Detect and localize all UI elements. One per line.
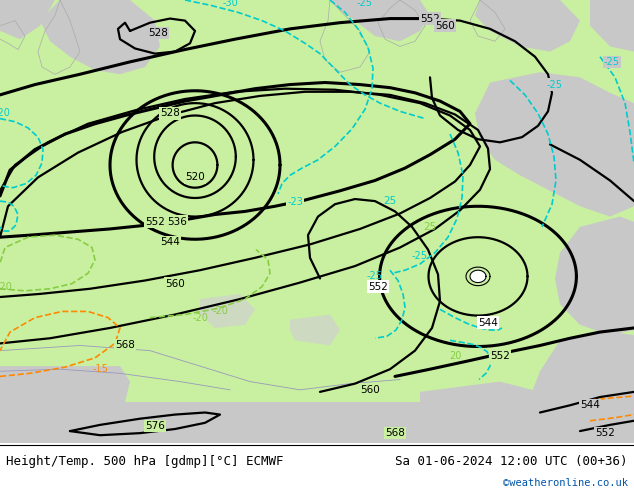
Polygon shape [590, 0, 634, 51]
Text: 568: 568 [115, 341, 135, 350]
Polygon shape [475, 72, 634, 217]
Polygon shape [40, 0, 160, 74]
Text: -20: -20 [0, 108, 10, 119]
Text: ©weatheronline.co.uk: ©weatheronline.co.uk [503, 478, 628, 488]
Text: 25: 25 [424, 222, 437, 232]
Text: 528: 528 [160, 108, 180, 119]
Polygon shape [0, 366, 130, 407]
Text: 20: 20 [449, 351, 461, 361]
Text: -25: -25 [367, 271, 383, 281]
Text: 552: 552 [490, 351, 510, 361]
Polygon shape [0, 0, 55, 39]
Text: -15: -15 [92, 364, 108, 374]
Text: -30: -30 [222, 0, 238, 8]
Text: 536: 536 [167, 217, 187, 227]
Text: -23: -23 [287, 197, 303, 207]
Text: 552: 552 [368, 282, 388, 292]
Text: 544: 544 [580, 400, 600, 410]
Text: 560: 560 [360, 385, 380, 395]
Text: Sa 01-06-2024 12:00 UTC (00+36): Sa 01-06-2024 12:00 UTC (00+36) [395, 455, 628, 467]
Polygon shape [330, 0, 430, 41]
Text: -25: -25 [547, 79, 563, 90]
Text: -25: -25 [604, 57, 620, 67]
Text: -20: -20 [0, 282, 12, 292]
Text: 576: 576 [145, 421, 165, 431]
Polygon shape [200, 294, 255, 328]
Text: 544: 544 [478, 318, 498, 328]
Text: 552: 552 [420, 14, 440, 24]
Polygon shape [0, 0, 634, 443]
Polygon shape [290, 315, 340, 345]
Polygon shape [470, 270, 486, 283]
Text: -25: -25 [412, 251, 428, 261]
Text: 520: 520 [185, 172, 205, 182]
Text: 552: 552 [595, 428, 615, 438]
Text: 560: 560 [165, 279, 185, 289]
Text: 528: 528 [148, 28, 168, 38]
Text: 25: 25 [384, 196, 397, 206]
Polygon shape [475, 0, 580, 51]
Text: -20: -20 [212, 306, 228, 317]
Text: 552: 552 [145, 217, 165, 227]
Text: -25: -25 [357, 0, 373, 8]
Polygon shape [530, 330, 634, 443]
Text: 544: 544 [160, 237, 180, 247]
Text: -20: -20 [192, 313, 208, 322]
Polygon shape [420, 382, 540, 413]
Polygon shape [555, 217, 634, 335]
Text: 560: 560 [435, 21, 455, 31]
Text: 568: 568 [385, 428, 405, 438]
Polygon shape [0, 402, 634, 443]
Text: Height/Temp. 500 hPa [gdmp][°C] ECMWF: Height/Temp. 500 hPa [gdmp][°C] ECMWF [6, 455, 284, 467]
